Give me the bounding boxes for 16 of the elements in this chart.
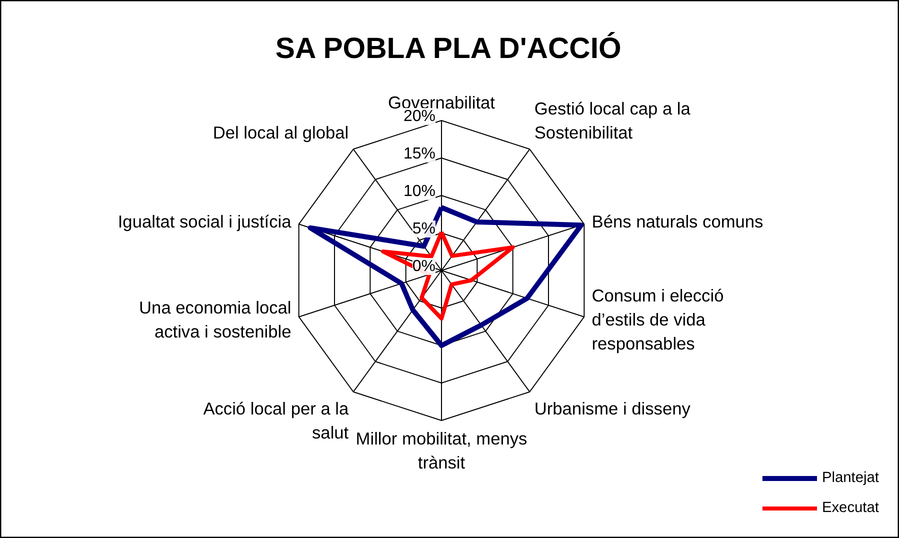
spoke-label: Béns naturals comuns bbox=[592, 212, 764, 232]
chart-title: SA POBLA PLA D'ACCIÓ bbox=[275, 32, 622, 65]
y-tick-label: 10% bbox=[403, 183, 436, 200]
y-tick-label: 0% bbox=[412, 258, 436, 275]
spoke-label: Millor mobilitat, menys trànsit bbox=[356, 428, 528, 472]
y-tick-label: 5% bbox=[412, 220, 436, 238]
spoke-label: Igualtat social i justícia bbox=[118, 212, 292, 232]
y-tick-label: 15% bbox=[403, 146, 436, 162]
spoke-label: Urbanisme i disseny bbox=[534, 398, 691, 418]
legend-label: Plantejat bbox=[822, 470, 879, 486]
spoke-label: Del local al global bbox=[212, 122, 349, 143]
spoke-label: Una economia local activa i sostenible bbox=[139, 297, 292, 342]
spoke-label: Acció local per a la salut bbox=[203, 398, 349, 442]
legend-label: Executat bbox=[822, 500, 879, 516]
spoke-label: Consum i elecció d’estils de vida responsables bbox=[592, 285, 724, 354]
spoke-label: Gestió local cap a la Sostenibilitat bbox=[534, 98, 691, 143]
